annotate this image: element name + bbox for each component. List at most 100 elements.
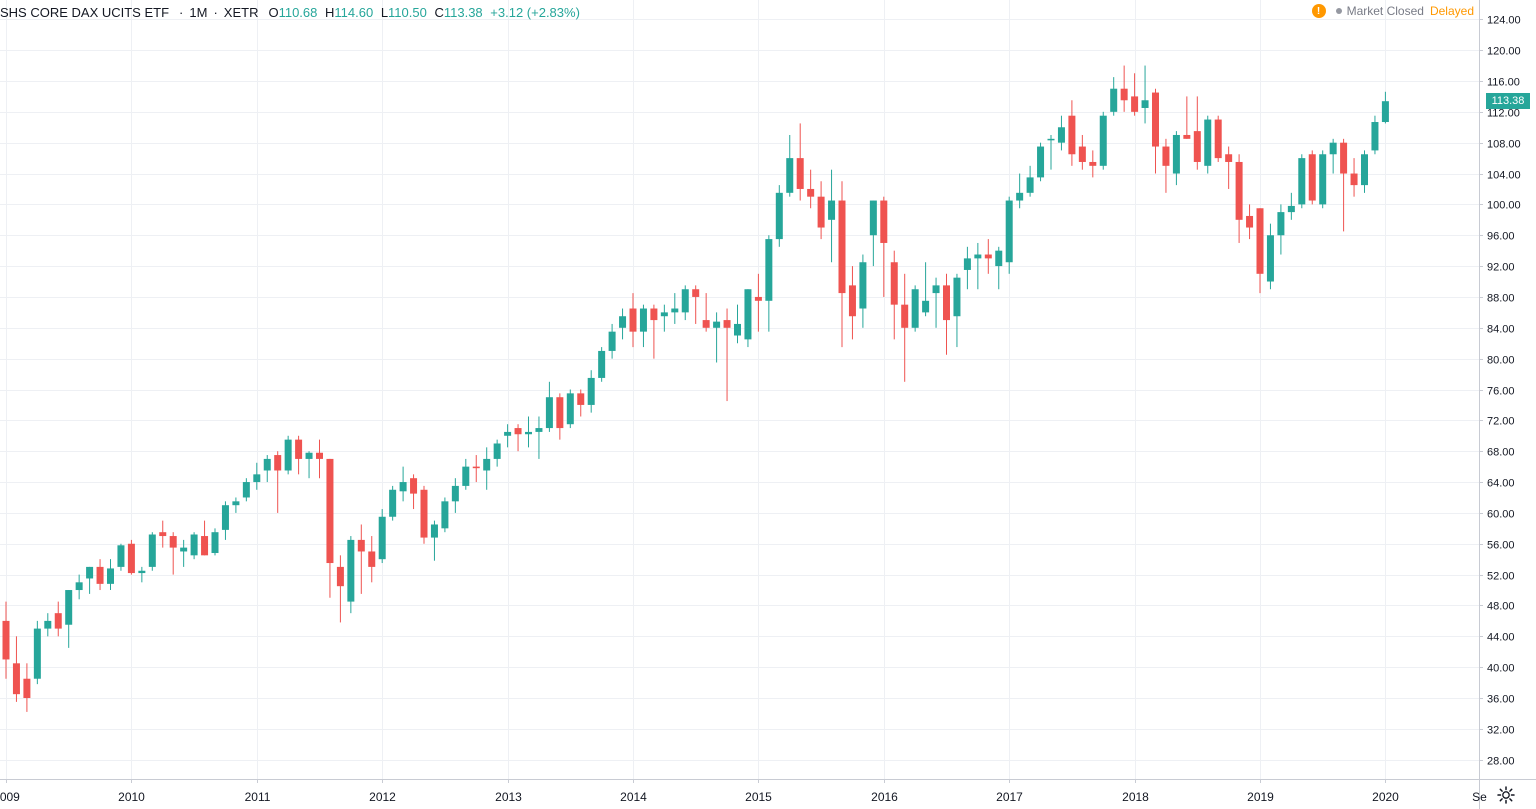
candle-body <box>566 393 574 425</box>
candle-body <box>65 590 73 625</box>
candle <box>399 466 407 502</box>
candle-body <box>1172 134 1180 174</box>
price-tick-label: 72.00 <box>1487 416 1515 428</box>
candle <box>1298 154 1306 209</box>
time-tick-label: 2010 <box>118 790 145 804</box>
candle <box>180 539 188 567</box>
price-tick-label: 28.00 <box>1487 756 1515 768</box>
candle-body <box>1340 142 1348 174</box>
candle <box>305 451 313 479</box>
candle <box>932 277 940 328</box>
candle-body <box>399 482 407 492</box>
price-tick-label: 52.00 <box>1487 571 1515 583</box>
interval-label[interactable]: 1M <box>189 4 208 20</box>
candle <box>1214 115 1222 162</box>
time-tick-label: 2016 <box>871 790 898 804</box>
candle <box>838 181 846 348</box>
candle-body <box>848 285 856 317</box>
candle-body <box>1026 177 1034 193</box>
candle <box>430 520 438 561</box>
time-tick-label: 2014 <box>620 790 647 804</box>
candle-body <box>828 200 836 220</box>
candle <box>869 200 877 267</box>
market-status[interactable]: ! Market Closed Delayed <box>1311 4 1474 18</box>
candle <box>1078 134 1086 170</box>
candle <box>159 520 167 548</box>
candle-body <box>1319 154 1327 205</box>
time-axis[interactable]: 2009 2010 2011 2012 2013 2014 2015 2016 2017 2018… <box>0 779 1487 804</box>
candle <box>817 181 825 240</box>
candle-body <box>619 316 627 328</box>
candle <box>775 185 783 247</box>
candle <box>1225 146 1233 189</box>
candle-body <box>1089 161 1097 166</box>
candle <box>1089 150 1097 178</box>
candle <box>995 246 1003 290</box>
candle-body <box>180 547 188 552</box>
candle-body <box>1162 146 1170 166</box>
candle-body <box>1246 215 1254 228</box>
candle-body <box>1005 200 1013 263</box>
candle-body <box>974 254 982 259</box>
high-label: H <box>325 4 335 20</box>
candle <box>316 439 323 479</box>
candle-body <box>807 188 815 197</box>
price-tick-label: 92.00 <box>1487 262 1515 274</box>
candle <box>242 478 250 502</box>
candle <box>493 439 501 467</box>
candle-body <box>75 582 83 591</box>
candle-body <box>316 452 323 459</box>
candle <box>96 559 104 591</box>
warning-icon[interactable]: ! <box>1311 4 1326 18</box>
time-tick-label: 2012 <box>369 790 396 804</box>
candle <box>828 169 836 263</box>
candle-body <box>796 158 804 189</box>
candle <box>692 285 700 324</box>
candle-body <box>598 350 606 378</box>
candle <box>566 389 574 429</box>
candle-body <box>86 566 94 579</box>
candle-body <box>1152 92 1159 147</box>
candle-body <box>734 323 741 336</box>
candle <box>336 555 344 623</box>
price-axis[interactable]: 124.00 120.00 116.00 112.00 108.00 104.00 100.… <box>1479 15 1521 768</box>
candle <box>284 435 292 475</box>
price-tick-label: 40.00 <box>1487 663 1515 675</box>
candle <box>650 304 658 359</box>
candle-body <box>995 250 1003 267</box>
price-tick-label: 116.00 <box>1487 77 1520 89</box>
candle-body <box>211 532 219 554</box>
legend-separator: · <box>213 4 218 20</box>
candle-body <box>1183 134 1191 139</box>
time-tick-label: 2017 <box>996 790 1023 804</box>
candle <box>462 458 470 490</box>
symbol-name[interactable]: SHS CORE DAX UCITS ETF <box>0 4 170 20</box>
price-tick-label: 96.00 <box>1487 231 1515 243</box>
candle-body <box>169 536 177 548</box>
candle <box>629 293 637 348</box>
candle <box>1141 65 1149 124</box>
candle <box>1110 77 1118 116</box>
candle <box>1235 154 1243 243</box>
candle <box>263 455 271 483</box>
candle-body <box>545 397 553 429</box>
candle-body <box>54 613 62 629</box>
candle <box>1329 138 1337 174</box>
candle <box>389 485 397 521</box>
candle-body <box>12 663 20 695</box>
candle <box>974 242 982 290</box>
candle-body <box>451 485 459 502</box>
market-closed-label: Market Closed <box>1346 4 1424 18</box>
candle-body <box>890 262 898 305</box>
candle-body <box>263 458 271 471</box>
candle-body <box>639 308 647 332</box>
candle-body <box>535 428 543 432</box>
candle <box>2 601 10 679</box>
candle-body <box>1214 119 1222 159</box>
candle-body <box>201 536 209 556</box>
candle <box>190 532 198 560</box>
time-tick-label: 2009 <box>0 790 20 804</box>
gear-icon[interactable] <box>1496 785 1516 805</box>
candle <box>796 123 804 201</box>
